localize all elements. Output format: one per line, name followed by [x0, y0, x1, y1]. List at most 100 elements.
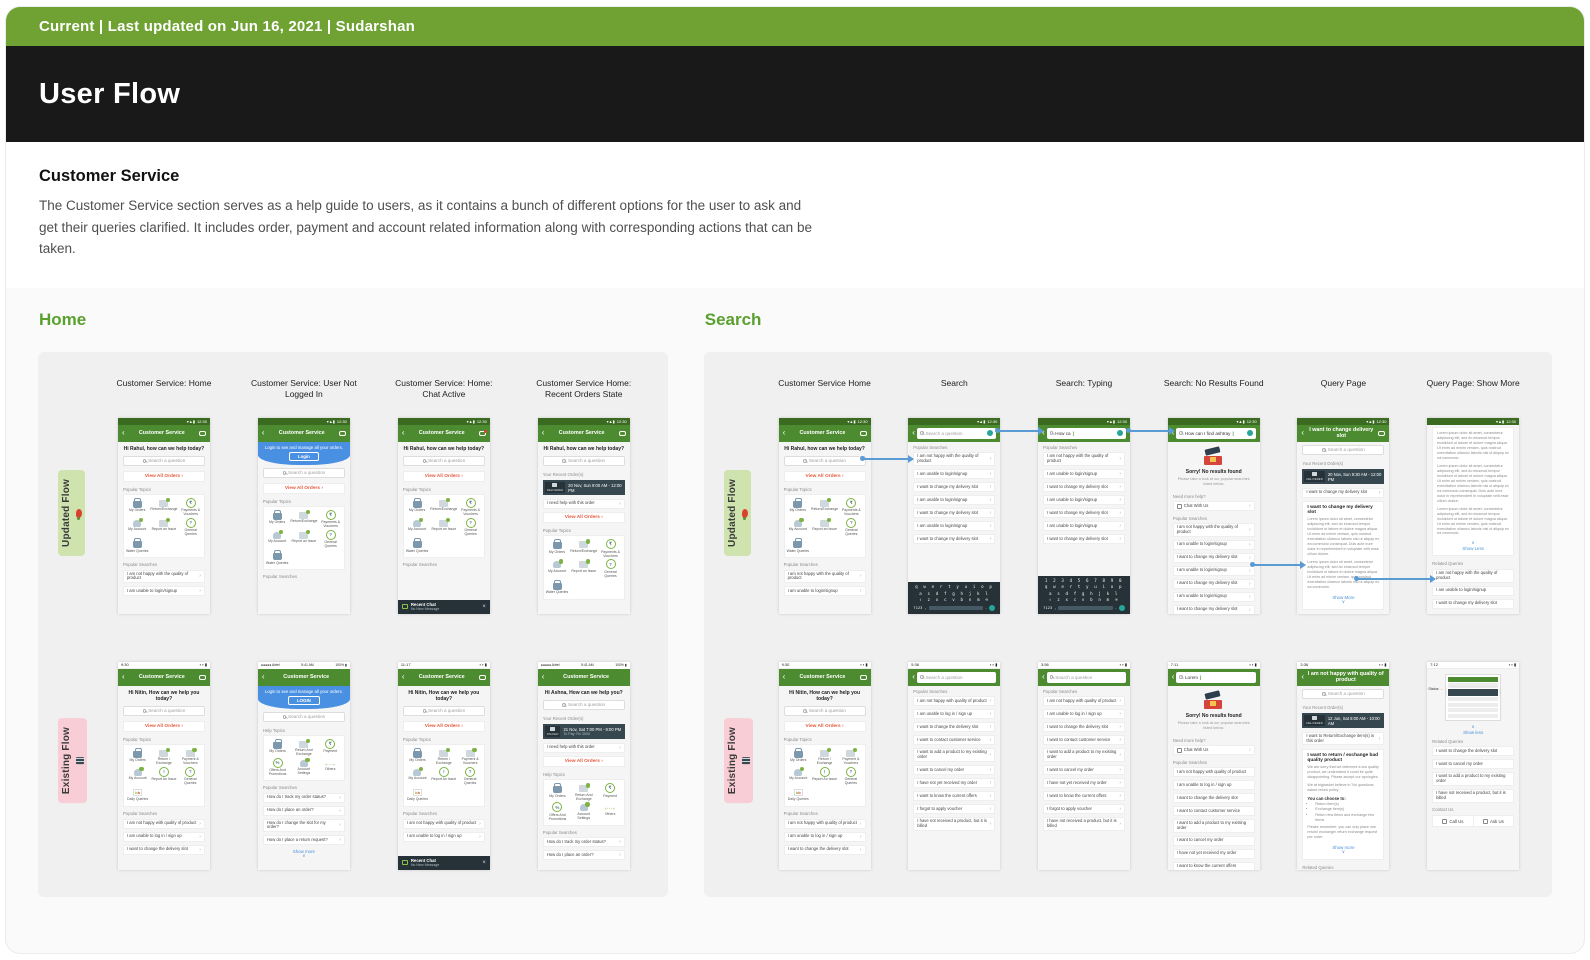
section-label: Popular Searches — [1172, 515, 1207, 521]
status-bar: 7:11 ▪ ▪ ▮ — [1167, 661, 1260, 669]
topic-item: ! Report An Issue — [812, 766, 837, 786]
suggestion-text: How do I place a return request? — [266, 836, 328, 842]
topic-icon-query: ? — [185, 517, 196, 528]
search-placeholder: Search a question — [925, 430, 963, 436]
suggestion-text: I am not happy with quality of product — [787, 820, 857, 826]
chevron-right-icon: › — [1119, 766, 1121, 773]
topic-icon-person — [133, 517, 144, 527]
mockup-cell: ▾▲▮ 12:30 ‹ Customer Service Hi Rahul, how c… — [514, 417, 654, 614]
link-label: View All Orders › — [805, 723, 844, 729]
phone-mockup-existing-query-page: 3:36 ▪ ▪ ▮ ‹ I am not happy with quality of… — [1297, 661, 1390, 870]
search-suggestion-row: I want to change the delivery slot — [1432, 746, 1515, 757]
signal-battery-icons: ▾▲▮ — [1495, 418, 1505, 424]
chevron-right-icon: › — [1249, 503, 1251, 510]
search-suggestion-row: I want to contact customer service › — [913, 735, 996, 746]
order-status-tag: DELIVERED — [544, 481, 566, 494]
suggestion-text: I want to contact customer service — [1176, 807, 1241, 813]
chevron-right-icon: › — [199, 846, 201, 853]
search-placeholder: Search a question — [808, 708, 846, 714]
search-suggestion-row: I am unable to log in / sign up — [1172, 780, 1255, 791]
topic-label: Payments & Vouchers — [601, 549, 620, 558]
search-suggestion-row: I want to contact customer service — [1172, 806, 1255, 817]
screen-header: ‹ Customer Service — [397, 668, 490, 686]
screen-header-title: Customer Service — [138, 674, 185, 681]
chat-icon — [478, 674, 486, 681]
topic-label: My Orders — [129, 508, 146, 513]
signal-battery-icons: ▾▲▮ — [1106, 418, 1115, 424]
text-caret: | — [1232, 430, 1234, 436]
topic-item: My Orders — [125, 497, 149, 517]
search-suggestion-row: How do I place an order? › — [262, 805, 345, 816]
period-key: . — [985, 605, 988, 611]
search-box: Search a question — [122, 455, 205, 466]
search-suggestion-row: I am not happy with quality of product — [1172, 767, 1255, 778]
recent-order-card: PACKED 21 Nov, Sat 7:00 PM - 9:00 PM To Pa… — [542, 723, 625, 740]
chevron-right-icon: › — [199, 588, 201, 595]
topic-item: ? General Queries — [457, 766, 482, 786]
search-placeholder: Search a question — [428, 708, 466, 714]
suggestion-text: I have not yet received my order — [1176, 850, 1237, 856]
search-header: ‹How can I find ashtray| — [1167, 424, 1260, 442]
suggestion-text: I want to change my delivery slot — [1047, 535, 1108, 541]
back-icon: ‹ — [121, 672, 125, 682]
topic-label: Payment — [603, 793, 617, 798]
topic-item: My Orders — [786, 497, 810, 517]
order-status-tag: DELIVERED — [1304, 470, 1325, 483]
chevron-right-icon: › — [619, 744, 621, 751]
topic-icon-basket — [552, 539, 562, 550]
section-label: Popular Searches — [262, 785, 298, 791]
topic-label: Return / Exchange — [816, 757, 833, 766]
topic-icon-others: ‹···› — [605, 806, 616, 812]
search-input: Search a question — [1046, 671, 1126, 683]
carrier-label: ●●●●● Airtel — [540, 663, 560, 668]
topic-item: My Account — [786, 766, 811, 786]
greeting-text: Hi Ashna, How can we help you? — [544, 689, 623, 696]
topic-icon-basket — [272, 550, 282, 561]
mockup-cell: 9:30 ▪ ▪ ▮ ‹ Customer Service Hi Nitin, How … — [760, 661, 890, 870]
login-banner: Login to see and manage all your orders.… — [257, 685, 350, 709]
search-suggestion-row: I am unable to login/signup › — [1043, 520, 1125, 531]
suggestion-text: I am unable to login/signup — [1176, 541, 1227, 547]
topic-label: Return / Exchange — [156, 757, 172, 766]
section-label: Popular Searches — [1043, 444, 1078, 450]
chat-with-us-row: Chat With Us › — [1172, 745, 1255, 756]
search-suggestion-row: I am unable to login/signup › — [783, 586, 866, 597]
toast-title: Recent Chat — [410, 602, 436, 608]
order-slot-text: 20 Nov, Sun 9:00 AM - 12:00 PM — [568, 482, 622, 493]
suggestion-text: I want to change my delivery slot — [1176, 606, 1238, 612]
status-bar: 3:36 ▪ ▪ ▮ — [1297, 661, 1390, 669]
show-more-link: Show More ∨ — [1307, 593, 1379, 606]
chevron-right-icon: › — [859, 846, 862, 853]
suggestion-text: I want to change my delivery slot — [917, 483, 979, 489]
topic-icon-others: ‹···› — [325, 761, 336, 767]
home-flow-card: Customer Service: Home Customer Service: … — [38, 351, 668, 897]
topic-label: Payment & Vouchers — [461, 757, 479, 766]
suggestion-text: I want to change the delivery slot — [1176, 794, 1238, 800]
chevron-right-icon: › — [989, 805, 992, 812]
topic-item: Return/Exchange — [150, 497, 177, 517]
search-icon — [919, 675, 924, 680]
symbols-key: ?123 — [1043, 605, 1053, 611]
suggestion-text: I am unable to log in / sign up — [126, 833, 182, 839]
topic-item: Return / Exchange — [151, 747, 176, 766]
order-status-annotation: Order Status — [1427, 687, 1443, 691]
topic-label: My Orders — [409, 758, 426, 763]
symbols-key: ?123 — [913, 605, 923, 611]
search-suggestion-row: I want to change my delivery slot › — [1043, 507, 1125, 518]
topic-item: ‹···› Others — [597, 802, 622, 821]
screen-header-title: Customer Service — [563, 674, 610, 681]
suggestion-text: I am not happy with quality of product — [1176, 768, 1247, 774]
status-time: 12:30 — [1246, 418, 1257, 424]
back-icon: ‹ — [401, 428, 405, 438]
topic-label: Payment — [323, 749, 338, 754]
show-more-link: ∧ Show Less — [1437, 539, 1509, 552]
chat-icon — [198, 674, 206, 681]
suggestion-text: I have not yet received my order — [917, 779, 978, 785]
topic-item: ‹···› Others — [318, 758, 343, 777]
suggestion-text: I want to change my delivery slot — [1047, 509, 1108, 515]
topic-item: Return/Exchange — [430, 497, 457, 517]
search-suggestion-row: I want to change the delivery slot — [1172, 793, 1255, 804]
keyboard-number-row: 1 2 3 4 5 6 7 8 9 0 — [1044, 577, 1124, 583]
topic-icon-basket — [793, 538, 803, 549]
search-suggestion-row: I want to add a product to my existing o… — [913, 748, 996, 762]
